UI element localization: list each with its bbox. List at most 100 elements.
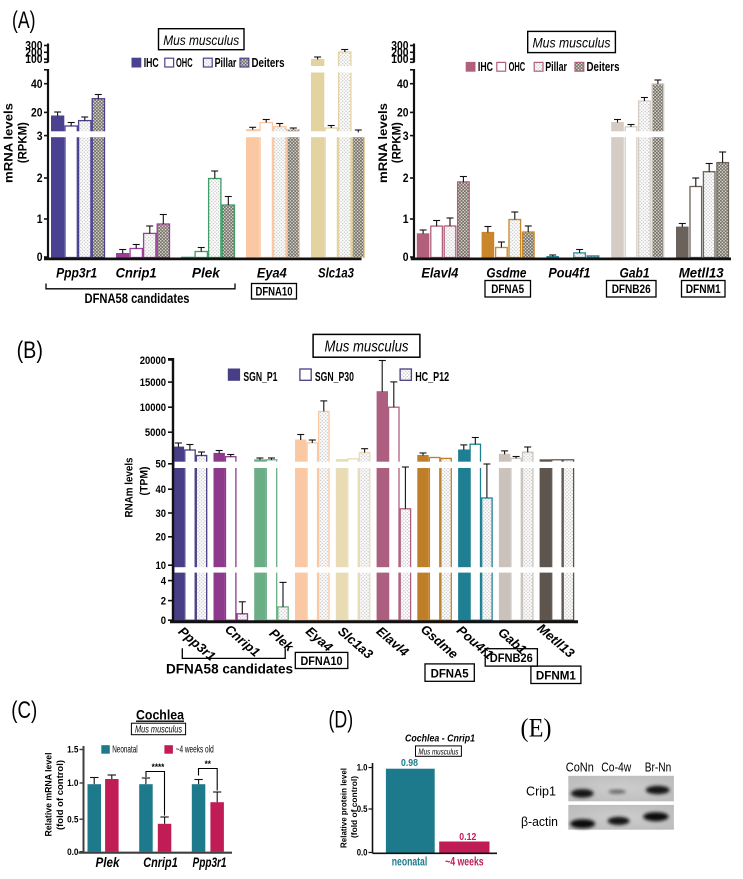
svg-text:Ppp3r1: Ppp3r1	[193, 854, 227, 870]
svg-text:100: 100	[391, 52, 408, 66]
svg-text:0.5: 0.5	[67, 814, 79, 825]
svg-text:Relative protein level: Relative protein level	[339, 768, 348, 848]
svg-text:Mus musculus: Mus musculus	[418, 746, 459, 756]
svg-text:DFNM1: DFNM1	[686, 284, 722, 296]
svg-text:Pillar: Pillar	[545, 60, 567, 74]
svg-text:DFNA10: DFNA10	[301, 656, 343, 668]
svg-text:~4 weeks: ~4 weeks	[445, 855, 484, 869]
svg-text:β-actin: β-actin	[521, 814, 558, 829]
svg-text:Plek: Plek	[192, 265, 221, 281]
svg-text:Slc1a3: Slc1a3	[318, 265, 354, 281]
svg-text:200: 200	[25, 45, 42, 59]
svg-text:Cochlea - Cnrip1: Cochlea - Cnrip1	[405, 733, 475, 745]
svg-text:2: 2	[37, 171, 43, 185]
svg-text:(RPKM): (RPKM)	[15, 122, 29, 163]
svg-text:Cochlea: Cochlea	[136, 707, 184, 723]
svg-text:2: 2	[403, 171, 409, 185]
svg-text:DFNA58 candidates: DFNA58 candidates	[85, 290, 190, 306]
svg-text:DFNA10: DFNA10	[256, 286, 293, 298]
svg-text:40: 40	[156, 484, 167, 496]
svg-text:DFNA5: DFNA5	[431, 668, 470, 680]
svg-text:Crip1: Crip1	[526, 784, 556, 799]
svg-text:0.0: 0.0	[67, 847, 78, 858]
svg-text:40: 40	[397, 77, 409, 91]
svg-text:Mus musculus: Mus musculus	[533, 35, 611, 51]
svg-text:Deiters: Deiters	[252, 56, 285, 70]
svg-text:HC_P12: HC_P12	[415, 369, 449, 384]
svg-text:Deiters: Deiters	[587, 60, 620, 74]
svg-text:20: 20	[397, 106, 409, 120]
svg-text:0: 0	[403, 250, 409, 264]
svg-text:30: 30	[156, 508, 167, 520]
svg-text:3: 3	[403, 129, 409, 143]
svg-text:(fold of control): (fold of control)	[350, 776, 359, 838]
svg-text:mRNA levels: mRNA levels	[376, 103, 390, 183]
svg-text:40: 40	[31, 77, 43, 91]
svg-text:mRNA levels: mRNA levels	[1, 103, 15, 183]
svg-text:0.5: 0.5	[357, 804, 368, 814]
svg-text:Pou4f1: Pou4f1	[548, 265, 590, 281]
svg-text:5000: 5000	[145, 427, 166, 439]
svg-text:Neonatal: Neonatal	[112, 745, 138, 756]
svg-text:20: 20	[31, 106, 43, 120]
svg-text:Cnrip1: Cnrip1	[143, 854, 178, 870]
svg-text:(TPM): (TPM)	[138, 466, 150, 495]
svg-text:15000: 15000	[140, 377, 166, 389]
svg-text:1.5: 1.5	[67, 745, 79, 756]
svg-text:Ppp3r1: Ppp3r1	[56, 265, 97, 281]
svg-text:20000: 20000	[140, 355, 166, 367]
svg-text:DFNM1: DFNM1	[536, 671, 577, 683]
svg-text:(RPKM): (RPKM)	[389, 122, 403, 163]
svg-text:Mus musculus: Mus musculus	[325, 338, 409, 355]
svg-text:300: 300	[25, 39, 42, 53]
svg-text:Pillar: Pillar	[215, 56, 237, 70]
svg-text:neonatal: neonatal	[392, 855, 428, 869]
svg-text:0: 0	[37, 250, 43, 264]
svg-text:DFNB26: DFNB26	[612, 284, 651, 296]
svg-text:4: 4	[161, 575, 167, 587]
svg-text:DFNA58 candidates: DFNA58 candidates	[166, 661, 293, 677]
svg-text:10000: 10000	[140, 402, 166, 414]
svg-text:(C): (C)	[11, 697, 37, 724]
svg-text:200: 200	[391, 45, 408, 59]
svg-text:Metll13: Metll13	[679, 265, 724, 281]
svg-text:SGN_P1: SGN_P1	[243, 369, 277, 384]
svg-text:0.12: 0.12	[459, 831, 476, 843]
svg-text:100: 100	[25, 52, 42, 66]
svg-text:1: 1	[37, 212, 43, 226]
svg-text:CoNn: CoNn	[566, 760, 594, 774]
svg-text:Plek: Plek	[96, 854, 121, 870]
svg-text:Eya4: Eya4	[257, 265, 287, 281]
svg-text:****: ****	[152, 762, 165, 773]
svg-text:2: 2	[161, 595, 166, 607]
svg-text:RNAm levels: RNAm levels	[123, 458, 135, 518]
svg-text:(fold of control): (fold of control)	[56, 760, 66, 830]
svg-text:Relative mRNA level: Relative mRNA level	[44, 752, 54, 836]
svg-text:(A): (A)	[12, 7, 36, 34]
svg-text:~4 weeks old: ~4 weeks old	[176, 745, 214, 756]
svg-text:(E): (E)	[521, 714, 552, 743]
svg-text:(B): (B)	[17, 337, 43, 364]
svg-text:Mus musculus: Mus musculus	[163, 32, 239, 48]
svg-text:1.0: 1.0	[67, 778, 78, 789]
svg-text:IHC: IHC	[478, 60, 493, 74]
svg-text:DFNB26: DFNB26	[490, 653, 533, 665]
svg-text:0.98: 0.98	[401, 757, 418, 769]
svg-text:OHC: OHC	[176, 56, 193, 70]
svg-text:Gsdme: Gsdme	[486, 265, 526, 281]
svg-text:Elavl4: Elavl4	[421, 265, 458, 281]
svg-text:10: 10	[156, 560, 167, 572]
svg-text:IHC: IHC	[144, 56, 159, 70]
svg-text:SGN_P30: SGN_P30	[315, 369, 354, 384]
svg-text:0: 0	[161, 615, 166, 627]
svg-text:Br-Nn: Br-Nn	[645, 760, 672, 774]
svg-text:**: **	[205, 759, 212, 770]
svg-text:300: 300	[391, 39, 408, 53]
svg-text:(D): (D)	[329, 707, 354, 734]
svg-text:Mus musculus: Mus musculus	[135, 725, 182, 736]
svg-text:1.0: 1.0	[357, 763, 368, 773]
svg-text:Cnrip1: Cnrip1	[116, 265, 157, 281]
svg-text:Co-4w: Co-4w	[601, 760, 632, 774]
svg-text:1: 1	[403, 212, 409, 226]
svg-text:3: 3	[37, 129, 43, 143]
